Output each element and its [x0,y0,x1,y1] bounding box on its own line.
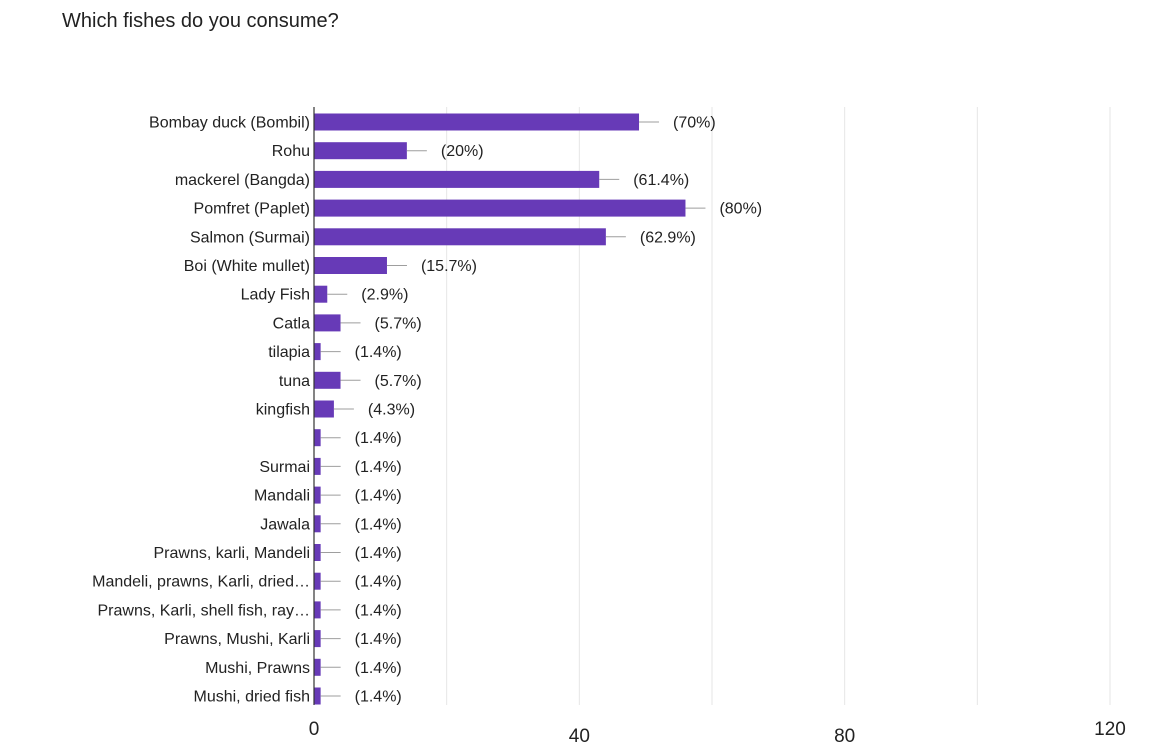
bar [314,515,321,533]
bar [314,630,321,648]
category-label: Catla [273,315,310,332]
category-label: mackerel (Bangda) [175,172,310,189]
data-label: (1.4%) [355,545,402,562]
data-label: (1.4%) [355,631,402,648]
category-label: Mandeli, prawns, Karli, dried… [92,574,310,591]
bar [314,371,341,389]
bar [314,572,321,590]
data-label: (2.9%) [361,287,408,304]
chart-title: Which fishes do you consume? [62,10,339,32]
category-label: Mushi, dried fish [194,689,311,706]
bar [314,601,321,619]
bar [314,658,321,676]
bar [314,314,341,332]
data-label: (80%) [719,201,762,218]
category-label: Pomfret (Paplet) [194,201,310,218]
data-label: (1.4%) [355,602,402,619]
bar [314,486,321,504]
data-label: (5.7%) [375,315,422,332]
category-label: Salmon (Surmai) [190,229,310,246]
x-tick-label: 80 [834,726,855,747]
category-label: Bombay duck (Bombil) [149,115,310,132]
category-label: kingfish [256,402,310,419]
bar [314,142,407,160]
data-label: (1.4%) [355,516,402,533]
bar [314,228,606,246]
data-label: (1.4%) [355,459,402,476]
data-label: (1.4%) [355,660,402,677]
x-tick-label: 0 [309,719,320,740]
category-label: Lady Fish [241,287,310,304]
bar [314,400,334,418]
data-label: (20%) [441,143,484,160]
data-label: (1.4%) [355,689,402,706]
data-label: (1.4%) [355,574,402,591]
category-label: Mushi, Prawns [205,660,310,677]
bar [314,343,321,361]
data-label: (1.4%) [355,488,402,505]
category-label: tuna [279,373,310,390]
data-label: (1.4%) [355,344,402,361]
category-label: tilapia [268,344,310,361]
category-label: Rohu [272,143,310,160]
data-label: (15.7%) [421,258,477,275]
category-label: Jawala [260,516,310,533]
data-label: (5.7%) [375,373,422,390]
data-label: (4.3%) [368,402,415,419]
x-tick-label: 120 [1094,719,1126,740]
bar [314,170,600,188]
category-label: Mandali [254,488,310,505]
data-label: (70%) [673,115,716,132]
bar [314,429,321,447]
bar [314,285,328,303]
data-label: (1.4%) [355,430,402,447]
bar [314,257,387,274]
x-tick-label: 40 [569,726,590,747]
category-label: Prawns, Karli, shell fish, ray… [97,602,310,619]
data-label: (62.9%) [640,229,696,246]
category-label: Surmai [259,459,310,476]
bar [314,199,686,217]
data-label: (61.4%) [633,172,689,189]
category-label: Prawns, Mushi, Karli [164,631,310,648]
category-label: Prawns, karli, Mandeli [154,545,311,562]
bar [314,544,321,561]
bar [314,687,321,705]
bar [314,113,640,131]
bar [314,457,321,475]
category-label: Boi (White mullet) [184,258,310,275]
